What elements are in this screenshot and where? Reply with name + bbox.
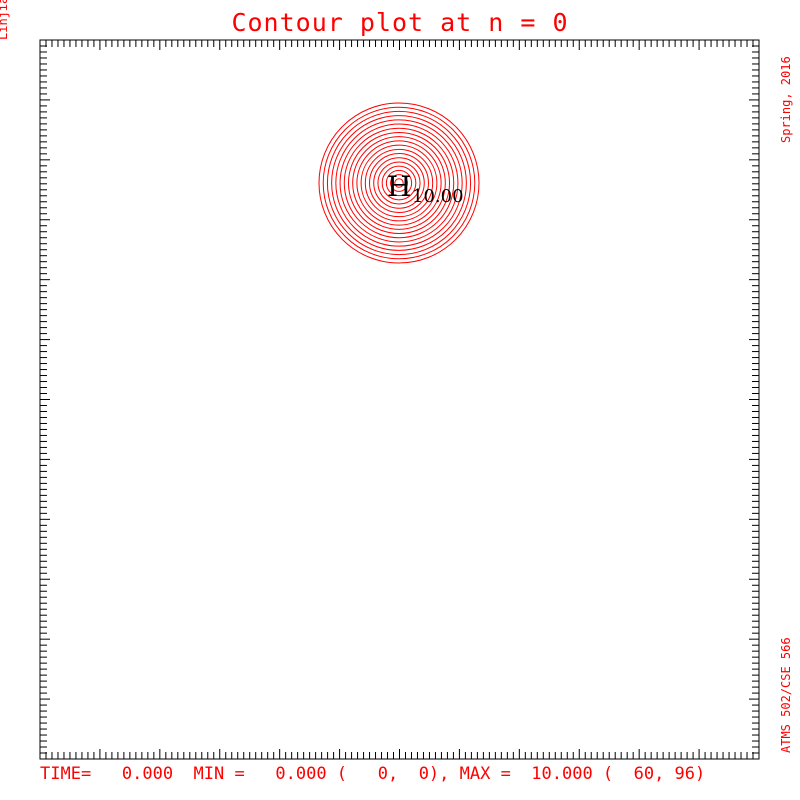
high-marker: H 10.00 <box>387 170 464 207</box>
status-line: TIME= 0.000 MIN = 0.000 ( 0, 0), MAX = 1… <box>40 764 705 784</box>
high-value: 10.00 <box>412 186 464 207</box>
axis-ticks <box>40 40 759 759</box>
plot-frame <box>40 40 759 759</box>
high-label: H <box>387 170 411 203</box>
